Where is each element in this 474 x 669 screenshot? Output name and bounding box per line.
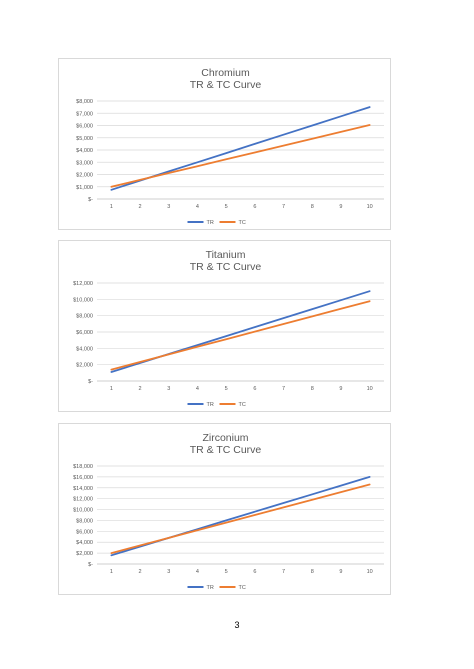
y-tick-label: $10,000 bbox=[73, 297, 93, 303]
chart-chromium: Chromium TR & TC Curve $- $1,000 $2,000 $3,00… bbox=[58, 58, 391, 230]
series-line-tc bbox=[110, 483, 371, 555]
y-tick-label: $- bbox=[88, 379, 93, 385]
y-tick-label: $- bbox=[88, 562, 93, 568]
y-tick-label: $2,000 bbox=[76, 551, 93, 557]
x-tick-label: 5 bbox=[225, 569, 228, 575]
chart-zirconium: Zirconium TR & TC Curve $- $2,000 $4,000 $6,0… bbox=[58, 423, 391, 595]
x-tick-label: 2 bbox=[139, 204, 142, 210]
y-tick-label: $6,000 bbox=[76, 330, 93, 336]
x-tick-label: 9 bbox=[339, 386, 342, 392]
x-tick-label: 7 bbox=[282, 386, 285, 392]
x-tick-label: 9 bbox=[339, 204, 342, 210]
y-tick-label: $4,000 bbox=[76, 346, 93, 352]
x-tick-label: 1 bbox=[110, 569, 113, 575]
page-number: 3 bbox=[234, 620, 240, 630]
series-line-tc bbox=[110, 300, 371, 371]
x-tick-label: 1 bbox=[110, 386, 113, 392]
x-tick-label: 6 bbox=[253, 569, 256, 575]
x-tick-label: 8 bbox=[311, 386, 314, 392]
chart-subtitle: TR & TC Curve bbox=[190, 444, 262, 456]
chart-subtitle: TR & TC Curve bbox=[190, 261, 262, 273]
y-tick-label: $12,000 bbox=[73, 497, 93, 503]
y-tick-label: $8,000 bbox=[76, 314, 93, 320]
y-tick-label: $6,000 bbox=[76, 529, 93, 535]
x-tick-label: 1 bbox=[110, 204, 113, 210]
y-tick-label: $18,000 bbox=[73, 464, 93, 470]
x-tick-label: 4 bbox=[196, 204, 199, 210]
chart-title: Chromium bbox=[201, 67, 250, 79]
legend-label: TC bbox=[239, 220, 246, 226]
y-tick-label: $1,000 bbox=[76, 185, 93, 191]
x-tick-label: 10 bbox=[367, 386, 373, 392]
y-tick-label: $3,000 bbox=[76, 160, 93, 166]
x-tick-label: 5 bbox=[225, 204, 228, 210]
x-tick-label: 6 bbox=[253, 204, 256, 210]
x-tick-label: 2 bbox=[139, 569, 142, 575]
x-tick-label: 2 bbox=[139, 386, 142, 392]
y-tick-label: $- bbox=[88, 197, 93, 203]
chart-subtitle: TR & TC Curve bbox=[190, 79, 262, 91]
x-tick-label: 6 bbox=[253, 386, 256, 392]
chart-title: Titanium bbox=[206, 249, 246, 261]
y-tick-label: $2,000 bbox=[76, 363, 93, 369]
y-tick-label: $4,000 bbox=[76, 148, 93, 154]
y-tick-label: $7,000 bbox=[76, 111, 93, 117]
x-tick-label: 3 bbox=[167, 204, 170, 210]
x-tick-label: 3 bbox=[167, 569, 170, 575]
chart-title: Zirconium bbox=[202, 432, 248, 444]
y-tick-label: $6,000 bbox=[76, 124, 93, 130]
y-tick-label: $8,000 bbox=[76, 518, 93, 524]
x-tick-label: 7 bbox=[282, 204, 285, 210]
y-tick-label: $16,000 bbox=[73, 475, 93, 481]
legend-label: TR bbox=[207, 402, 214, 408]
x-tick-label: 8 bbox=[311, 569, 314, 575]
legend-label: TR bbox=[207, 220, 214, 226]
y-tick-label: $8,000 bbox=[76, 99, 93, 105]
x-tick-label: 9 bbox=[339, 569, 342, 575]
y-tick-label: $5,000 bbox=[76, 136, 93, 142]
legend-label: TR bbox=[207, 585, 214, 591]
x-tick-label: 10 bbox=[367, 204, 373, 210]
x-tick-label: 10 bbox=[367, 569, 373, 575]
y-tick-label: $12,000 bbox=[73, 281, 93, 287]
legend-label: TC bbox=[239, 402, 246, 408]
x-tick-label: 8 bbox=[311, 204, 314, 210]
y-tick-label: $10,000 bbox=[73, 508, 93, 514]
legend-label: TC bbox=[239, 585, 246, 591]
x-tick-label: 4 bbox=[196, 386, 199, 392]
series-line-tc bbox=[110, 124, 371, 188]
y-tick-label: $2,000 bbox=[76, 173, 93, 179]
x-tick-label: 7 bbox=[282, 569, 285, 575]
x-tick-label: 3 bbox=[167, 386, 170, 392]
y-tick-label: $14,000 bbox=[73, 486, 93, 492]
y-tick-label: $4,000 bbox=[76, 540, 93, 546]
x-tick-label: 5 bbox=[225, 386, 228, 392]
chart-titanium: Titanium TR & TC Curve $- $2,000 $4,000 $6,00… bbox=[58, 240, 391, 412]
x-tick-label: 4 bbox=[196, 569, 199, 575]
